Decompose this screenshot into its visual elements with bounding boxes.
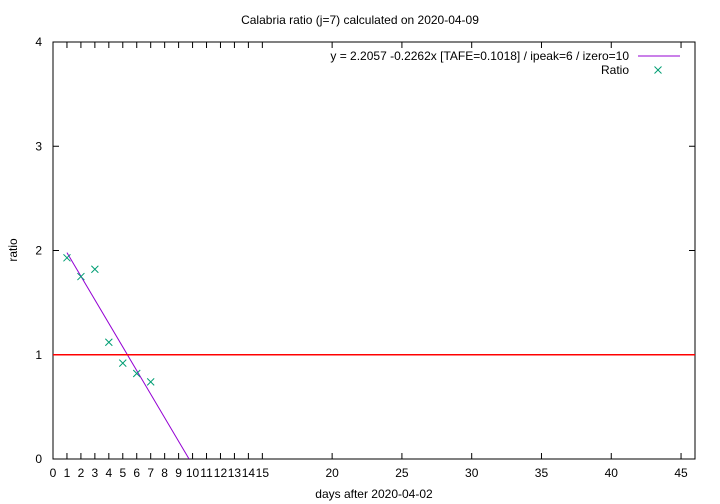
- ratio-point-stroke: [146, 378, 155, 386]
- x-tick-label: 2: [78, 466, 85, 480]
- y-tick-label: 2: [35, 244, 42, 258]
- x-tick-label: 10: [186, 466, 200, 480]
- ratio-point-stroke: [63, 253, 71, 262]
- y-tick-label: 0: [35, 452, 42, 466]
- x-tick-label: 1: [64, 466, 71, 480]
- ratio-point: [91, 265, 99, 274]
- legend-label: y = 2.2057 -0.2262x [TAFE=0.1018] / ipea…: [330, 49, 629, 63]
- y-tick-label: 4: [35, 35, 42, 49]
- x-tick-label: 4: [105, 466, 112, 480]
- legend-marker-swatch: [654, 66, 662, 74]
- x-tick-label: 12: [214, 466, 228, 480]
- ratio-point: [77, 272, 85, 281]
- legend: y = 2.2057 -0.2262x [TAFE=0.1018] / ipea…: [330, 49, 680, 77]
- series: [53, 252, 695, 460]
- fit-line: [66, 252, 190, 460]
- plot-border: [52, 41, 696, 460]
- x-tick-label: 25: [395, 466, 409, 480]
- x-tick-label: 35: [535, 466, 549, 480]
- plot-area: [52, 41, 696, 460]
- ratio-point: [118, 359, 127, 367]
- x-tick-label: 9: [175, 466, 182, 480]
- y-axis-label: ratio: [6, 238, 20, 262]
- x-tick-label: 15: [256, 466, 270, 480]
- ratio-point: [63, 253, 71, 262]
- x-tick-label: 6: [133, 466, 140, 480]
- x-tick-label: 30: [465, 466, 479, 480]
- y-tick-label: 1: [35, 348, 42, 362]
- x-axis-label: days after 2020-04-02: [315, 487, 433, 501]
- chart-title: Calabria ratio (j=7) calculated on 2020-…: [241, 13, 479, 27]
- x-tick-label: 45: [674, 466, 688, 480]
- ratio-point-stroke: [77, 272, 85, 281]
- ratio-point-stroke: [91, 265, 99, 274]
- x-tick-label: 13: [228, 466, 242, 480]
- x-tick-label: 14: [242, 466, 256, 480]
- x-tick-label: 7: [147, 466, 154, 480]
- ratio-point: [146, 378, 155, 386]
- x-tick-label: 40: [605, 466, 619, 480]
- ratio-point: [104, 338, 113, 347]
- y-tick-label: 3: [35, 139, 42, 153]
- x-tick-label: 20: [325, 466, 339, 480]
- x-tick-label: 5: [119, 466, 126, 480]
- x-tick-label: 11: [200, 466, 213, 480]
- ratio-point-stroke: [118, 359, 127, 367]
- ratio-point-stroke: [132, 369, 141, 378]
- legend-label: Ratio: [601, 63, 629, 77]
- x-tick-label: 8: [161, 466, 168, 480]
- ratio-point-stroke: [104, 338, 113, 347]
- ratio-point: [132, 369, 141, 378]
- x-tick-label: 3: [92, 466, 99, 480]
- x-tick-label: 0: [50, 466, 57, 480]
